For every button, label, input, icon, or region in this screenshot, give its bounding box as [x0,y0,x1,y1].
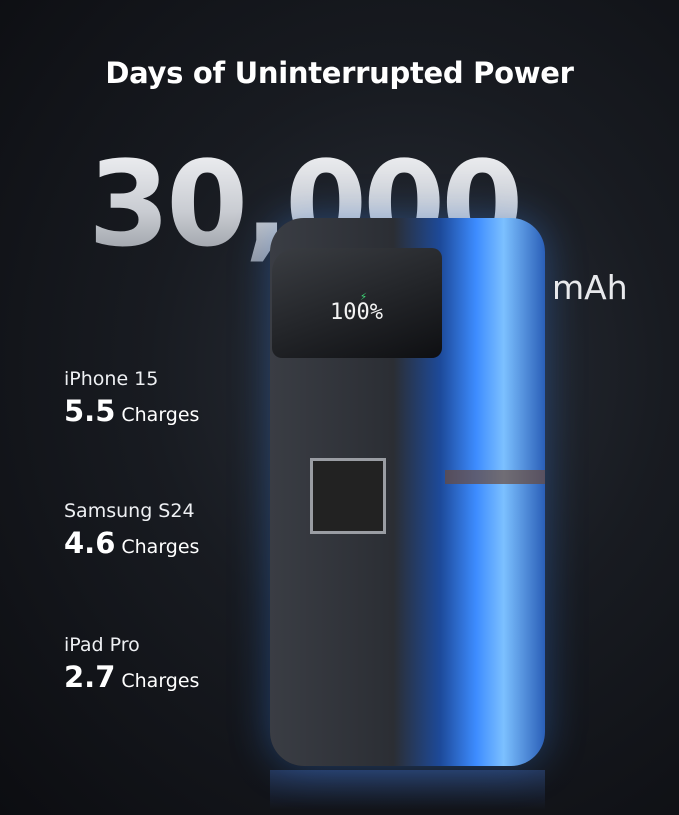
stat-label: Charges [121,670,200,692]
capacity-unit: mAh [552,268,628,307]
headline: Days of Uninterrupted Power [105,56,574,90]
stat-device: Samsung S24 [64,500,195,522]
stat-value: 2.7 [64,660,116,694]
stat-device: iPhone 15 [64,368,159,390]
stat-value: 4.6 [64,526,116,560]
stat-label: Charges [121,536,200,558]
stat-value: 5.5 [64,394,116,428]
stat-ipad: iPad Pro 2.7 Charges [64,634,199,694]
device-screen: 100% ⚡ [272,248,442,358]
stat-samsung: Samsung S24 4.6 Charges [64,500,199,560]
stat-iphone: iPhone 15 5.5 Charges [64,368,199,428]
lightning-icon: ⚡ [360,292,368,303]
reflection [270,770,545,810]
stat-device: iPad Pro [64,634,140,656]
chip-graphic [310,458,386,534]
power-bank-image: 100% ⚡ [270,218,545,766]
battery-percent: 100% [330,300,383,325]
stat-label: Charges [121,404,200,426]
band-graphic [445,470,545,484]
